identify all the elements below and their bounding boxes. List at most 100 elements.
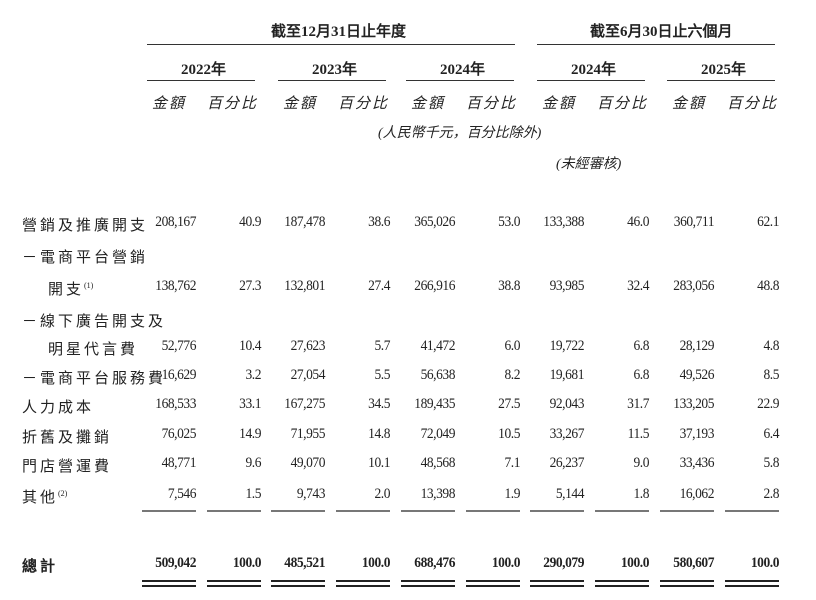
total-percent: 100.0 <box>491 555 521 571</box>
percent-cell: 9.0 <box>633 455 649 471</box>
total-percent: 100.0 <box>750 555 780 571</box>
amount-cell: 93,985 <box>549 278 585 294</box>
row-label-text: －電商平台服務費 <box>22 371 167 387</box>
amount-cell: 48,568 <box>420 455 456 471</box>
percent-cell: 5.8 <box>763 455 779 471</box>
total-double-underline <box>466 585 520 587</box>
percent-cell: 22.9 <box>757 396 779 412</box>
percent-cell: 32.4 <box>627 278 649 294</box>
percent-cell: 38.8 <box>498 278 520 294</box>
year-header: 2023年 <box>312 62 358 78</box>
row-label: 折舊及攤銷 <box>22 426 112 447</box>
amount-cell: 48,771 <box>161 455 197 471</box>
subtotal-underline <box>466 510 520 512</box>
total-percent: 100.0 <box>620 555 650 571</box>
total-double-underline <box>530 580 584 582</box>
total-double-underline <box>530 585 584 587</box>
total-double-underline <box>595 585 649 587</box>
unit-note: (人民幣千元，百分比除外) <box>378 126 542 141</box>
amount-cell: 13,398 <box>420 486 456 502</box>
unaudited-note: (未經審核) <box>556 157 622 172</box>
amount-cell: 9,743 <box>296 486 326 502</box>
percent-cell: 48.8 <box>757 278 779 294</box>
row-label: 明星代言費 <box>48 338 138 359</box>
percent-cell: 6.8 <box>633 338 649 354</box>
percent-cell: 10.1 <box>368 455 390 471</box>
year-header: 2022年 <box>181 62 227 78</box>
group-header-half: 截至6月30日止六個月 <box>590 24 733 40</box>
percent-cell: 10.4 <box>239 338 261 354</box>
amount-cell: 132,801 <box>284 278 325 294</box>
amount-cell: 27,623 <box>290 338 326 354</box>
row-label: －線下廣告開支及 <box>22 310 166 331</box>
total-label: 總計 <box>22 559 59 575</box>
amount-cell: 133,388 <box>543 214 584 230</box>
amount-cell: 41,472 <box>420 338 456 354</box>
amount-cell: 266,916 <box>414 278 455 294</box>
amount-cell: 37,193 <box>679 426 715 442</box>
row-label-text: 明星代言費 <box>48 342 139 358</box>
total-double-underline <box>207 580 261 582</box>
total-double-underline <box>401 580 455 582</box>
row-label: 其他(2) <box>22 486 67 507</box>
total-double-underline <box>725 585 779 587</box>
percent-header: 百分比 <box>466 96 518 112</box>
row-label: 人力成本 <box>22 396 94 417</box>
row-label-text: －電商平台營銷 <box>22 250 149 266</box>
divider <box>278 80 386 81</box>
amount-cell: 168,533 <box>155 396 196 412</box>
percent-cell: 5.7 <box>374 338 390 354</box>
percent-cell: 27.5 <box>498 396 520 412</box>
amount-cell: 187,478 <box>284 214 325 230</box>
percent-header: 百分比 <box>207 96 259 112</box>
percent-cell: 8.5 <box>763 367 779 383</box>
percent-cell: 10.5 <box>498 426 520 442</box>
amount-cell: 360,711 <box>673 214 715 230</box>
row-label-text: 營銷及推廣開支 <box>22 218 149 234</box>
total-double-underline <box>660 585 714 587</box>
subtotal-underline <box>401 510 455 512</box>
percent-cell: 11.5 <box>627 426 650 442</box>
percent-cell: 14.9 <box>239 426 261 442</box>
total-double-underline <box>207 585 261 587</box>
percent-cell: 8.2 <box>504 367 520 383</box>
amount-cell: 56,638 <box>420 367 456 383</box>
year-header: 2024年 <box>571 62 617 78</box>
total-double-underline <box>660 580 714 582</box>
row-label-text: 折舊及攤銷 <box>22 430 113 446</box>
percent-cell: 6.4 <box>763 426 779 442</box>
total-double-underline <box>336 585 390 587</box>
total-double-underline <box>595 580 649 582</box>
percent-header: 百分比 <box>338 96 390 112</box>
percent-cell: 7.1 <box>504 455 520 471</box>
amount-cell: 27,054 <box>290 367 326 383</box>
row-label-text: －線下廣告開支及 <box>22 314 167 330</box>
amount-cell: 76,025 <box>161 426 197 442</box>
subtotal-underline <box>660 510 714 512</box>
percent-cell: 5.5 <box>374 367 390 383</box>
percent-cell: 4.8 <box>763 338 779 354</box>
percent-header: 百分比 <box>597 96 649 112</box>
percent-cell: 31.7 <box>627 396 649 412</box>
total-amount: 290,079 <box>543 555 584 571</box>
percent-cell: 38.6 <box>368 214 390 230</box>
amount-cell: 167,275 <box>284 396 325 412</box>
amount-cell: 26,237 <box>549 455 585 471</box>
amount-cell: 208,167 <box>155 214 196 230</box>
amount-cell: 33,436 <box>679 455 715 471</box>
percent-cell: 53.0 <box>498 214 520 230</box>
row-label-text: 開支 <box>48 282 85 298</box>
subtotal-underline <box>142 510 196 512</box>
percent-cell: 1.8 <box>633 486 649 502</box>
amount-cell: 133,205 <box>673 396 714 412</box>
year-header: 2025年 <box>701 62 747 78</box>
total-double-underline <box>271 585 325 587</box>
divider <box>537 44 775 45</box>
row-label-text: 門店營運費 <box>22 459 113 475</box>
subtotal-underline <box>207 510 261 512</box>
total-double-underline <box>401 585 455 587</box>
amount-header: 金額 <box>152 96 187 112</box>
row-label: －電商平台服務費 <box>22 367 166 388</box>
divider <box>667 80 775 81</box>
